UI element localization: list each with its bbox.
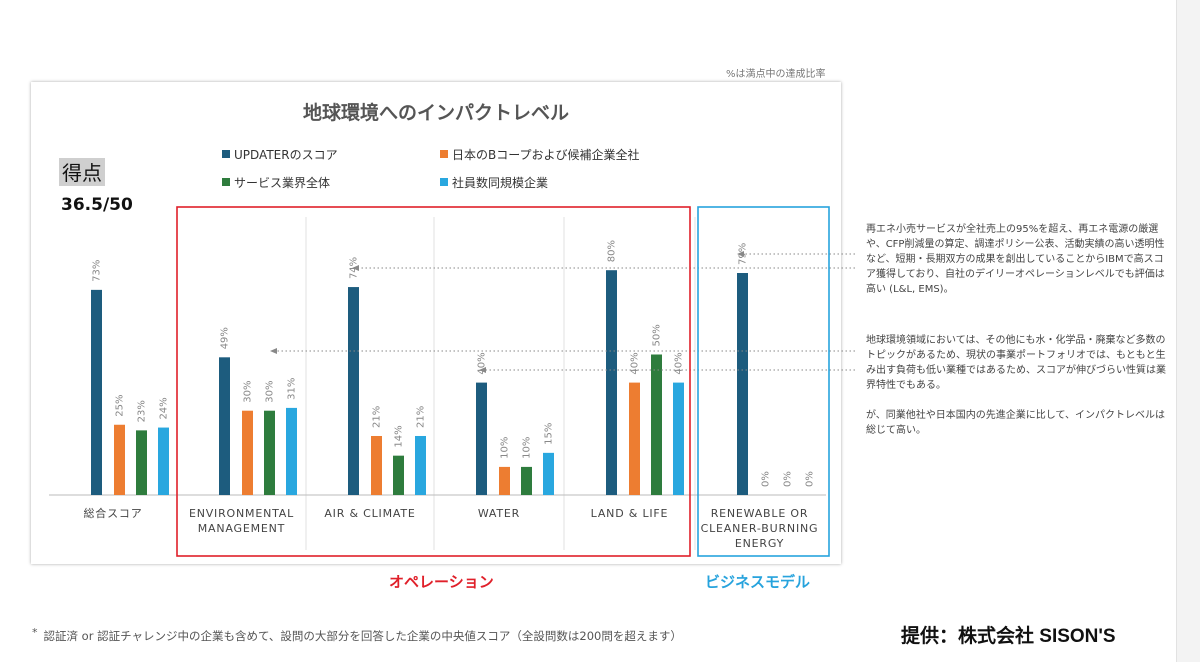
legend-swatch [440,150,448,158]
bar-value-label: 23% [137,400,148,422]
score-value: 36.5/50 [61,195,133,215]
bar [136,430,147,495]
legend-swatch [440,178,448,186]
category-label: ENERGY [735,537,784,550]
bar-value-label: 0% [761,471,772,487]
score-label: 得点 [62,161,102,185]
bar [499,466,510,495]
footnote-text: 認証済 or 認証チャレンジ中の企業も含めて、設問の大部分を回答した企業の中央値… [43,629,682,643]
bar-value-label: 31% [287,378,298,400]
bar [242,410,253,495]
bar [629,382,640,495]
summary-annotation: が、同業他社や日本国内の先進企業に比して、インパクトレベルは総じて高い。 [866,410,1165,436]
bar [264,410,275,495]
footnote: * 認証済 or 認証チャレンジ中の企業も含めて、設問の大部分を回答した企業の中央… [32,626,682,644]
score-label-highlight [59,158,105,186]
bar [476,382,487,495]
percent-note: %は満点中の達成比率 [726,69,826,80]
bar [415,435,426,495]
legend-label: 社員数同規模企業 [452,175,548,190]
category-label: AIR & CLIMATE [324,507,415,520]
bar-value-label: 30% [265,380,276,402]
environment-annotation: 地球環境領域においては、その他にも水・化学品・廃棄など多数のトピックがあるため、… [866,335,1166,391]
bar-value-label: 30% [243,380,254,402]
chart-title: 地球環境へのインパクトレベル [303,101,569,124]
bar [737,273,748,495]
legend-label: サービス業界全体 [234,175,330,190]
category-label: MANAGEMENT [198,522,285,535]
credit-text: 提供：株式会社 SISON'S [901,626,1116,647]
bar [286,407,297,495]
bar-value-label: 80% [607,240,618,262]
bar-value-label: 50% [652,324,663,346]
bar-value-label: 0% [805,471,816,487]
bar [158,427,169,495]
legend-label: 日本のBコープおよび候補企業全社 [452,147,640,162]
bar [114,424,125,495]
legend-label: UPDATERのスコア [234,148,338,162]
renewable-annotation: 再エネ小売サービスが全社売上の95%を超え、再エネ電源の厳選や、CFP削減量の算… [866,224,1165,295]
bar-value-label: 73% [92,260,103,282]
bar-value-label: 14% [394,425,405,447]
category-label: RENEWABLE OR [711,507,809,520]
business-model-label: ビジネスモデル [705,573,811,591]
bar-value-label: 15% [544,423,555,445]
chart-panel: 地球環境へのインパクトレベル得点 36.5/50 UPDATERのスコア 日本のBコー… [31,82,841,564]
footnote-mark: * [32,626,38,639]
bar-value-label: 21% [416,406,427,428]
bar-value-label: 40% [630,352,641,374]
bar-value-label: 79% [738,243,749,265]
bar-value-label: 25% [115,395,126,417]
category-label: CLEANER-BURNING [701,522,819,535]
operations-label: オペレーション [389,573,494,591]
bar-value-label: 24% [159,397,170,419]
category-label: LAND & LIFE [591,507,669,520]
bar [91,289,102,495]
bar [348,287,359,495]
bar-value-label: 21% [372,406,383,428]
bar [673,382,684,495]
category-label: 総合スコア [84,506,143,520]
bar-value-label: 74% [349,257,360,279]
category-label: WATER [478,507,520,520]
bar-value-label: 10% [522,437,533,459]
bar [521,466,532,495]
bar [543,452,554,495]
bar [651,354,662,495]
bar-value-label: 0% [783,471,794,487]
bar-value-label: 40% [674,352,685,374]
legend-swatch [222,150,230,158]
window-edge [1176,0,1200,662]
legend-swatch [222,178,230,186]
bar-value-label: 10% [500,437,511,459]
category-label: ENVIRONMENTAL [189,507,294,520]
bar-value-label: 40% [477,352,488,374]
bar [393,455,404,495]
bar [219,357,230,495]
bar [371,435,382,495]
bar [606,270,617,495]
bar-value-label: 49% [220,327,231,349]
